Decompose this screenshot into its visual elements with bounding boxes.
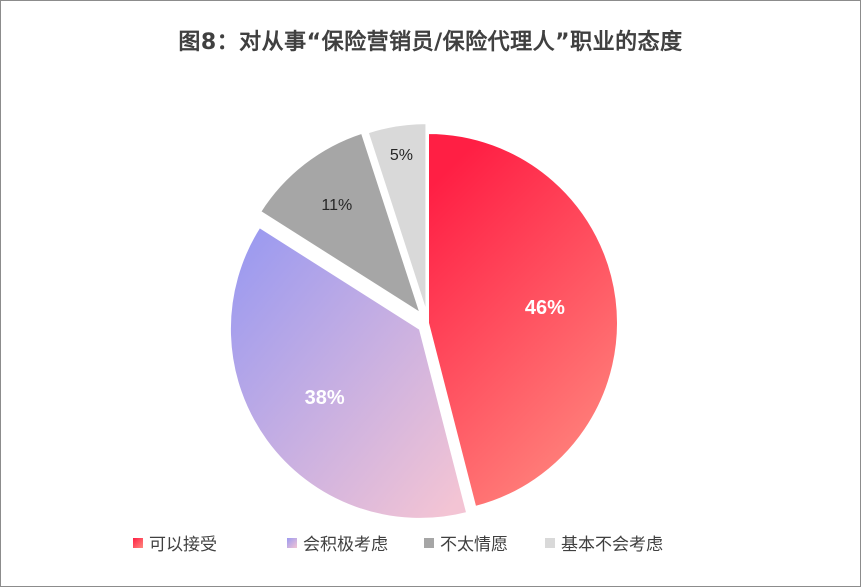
data-label-unlikely: 5% — [390, 147, 413, 164]
legend-swatch-unlikely — [545, 537, 555, 548]
legend-swatch-accept — [133, 537, 143, 548]
legend-item-consider: 会积极考虑 — [287, 530, 388, 555]
pie-slice-unlikely — [366, 122, 428, 314]
data-label-consider: 38% — [305, 387, 345, 409]
legend-item-accept: 可以接受 — [133, 530, 217, 555]
chart-title: 图8：对从事“保险营销员/保险代理人”职业的态度 — [178, 30, 683, 55]
legend-label-unlikely: 基本不会考虑 — [561, 535, 663, 555]
pie-slice-accept — [427, 131, 619, 509]
legend: 可以接受 会积极考虑 不太情愿 基本不会考虑 — [0, 530, 861, 558]
legend-item-unlikely: 基本不会考虑 — [545, 530, 663, 555]
data-label-reluctant: 11% — [321, 197, 352, 214]
legend-swatch-reluctant — [424, 537, 434, 548]
legend-label-accept: 可以接受 — [149, 535, 217, 555]
legend-swatch-consider — [287, 537, 297, 548]
data-label-accept: 46% — [525, 297, 565, 319]
pie-slice-reluctant — [258, 131, 423, 316]
legend-item-reluctant: 不太情愿 — [424, 530, 508, 555]
pie-slice-consider — [228, 225, 469, 520]
legend-label-consider: 会积极考虑 — [303, 535, 388, 555]
legend-label-reluctant: 不太情愿 — [440, 535, 508, 555]
